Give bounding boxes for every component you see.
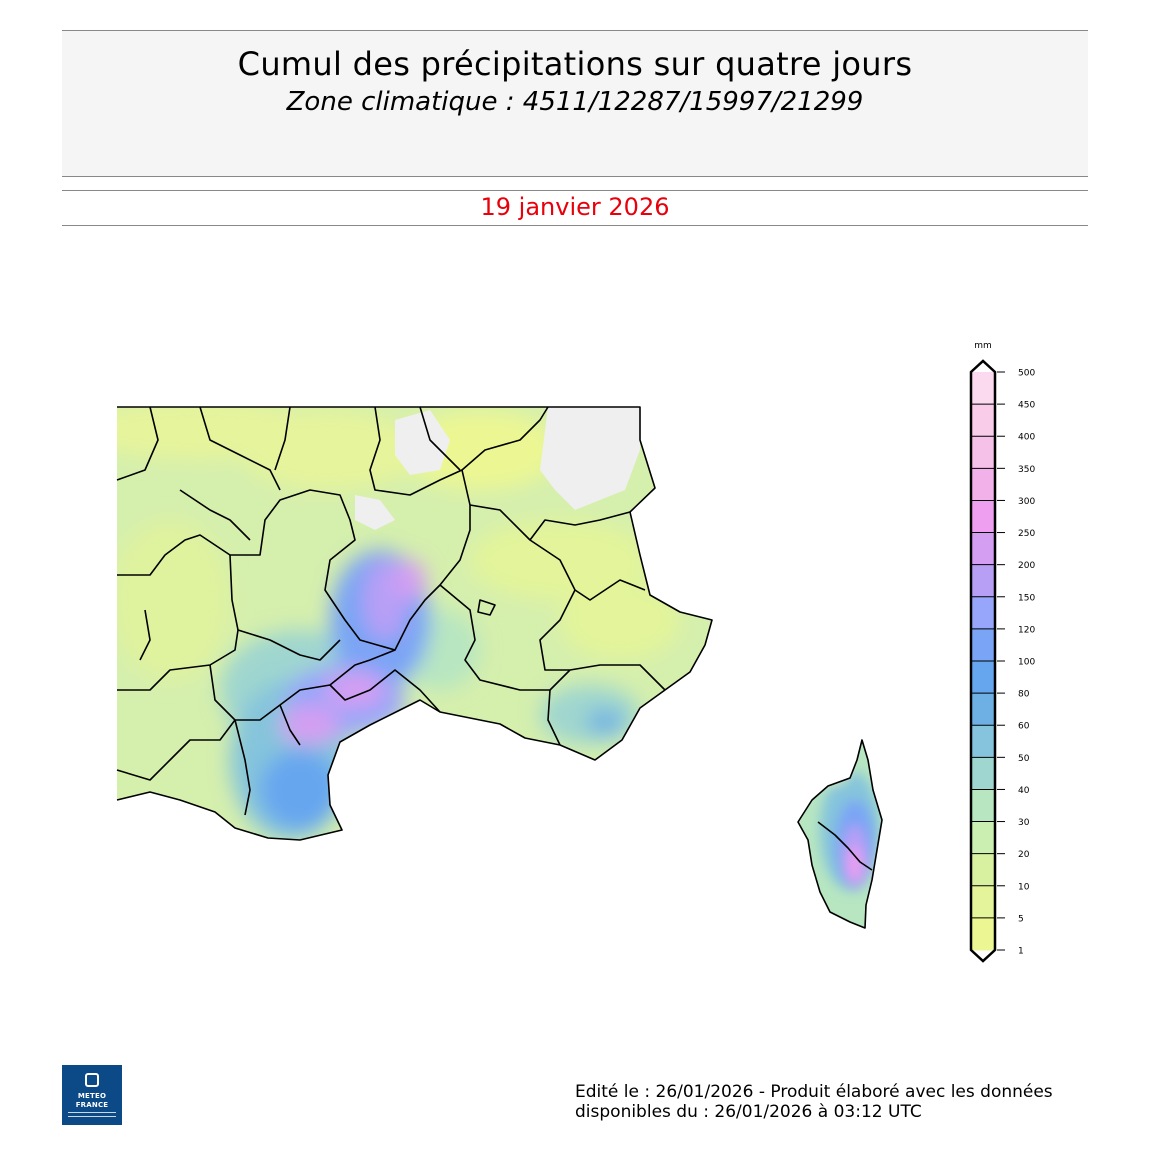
meteo-france-logo: METEO FRANCE (62, 1065, 122, 1125)
legend-band-5 (971, 532, 995, 566)
legend-label-150: 150 (1018, 593, 1035, 603)
edition-footer: Edité le : 26/01/2026 - Produit élaboré … (575, 1082, 1053, 1122)
map-title: Cumul des précipitations sur quatre jour… (237, 45, 913, 83)
legend-labels: 5004504003503002502001501201008060504030… (997, 369, 1035, 957)
legend-label-450: 450 (1018, 401, 1035, 411)
legend-label-350: 350 (1018, 465, 1035, 475)
legend-label-1: 1 (1018, 947, 1024, 957)
legend-label-250: 250 (1018, 529, 1035, 539)
legend-band-9 (971, 661, 995, 694)
corsica-borders (797, 739, 883, 929)
legend-band-0 (971, 372, 995, 405)
legend-outline (969, 359, 997, 963)
date-panel: 19 janvier 2026 (62, 190, 1088, 226)
logo-tagline-lines (68, 1112, 116, 1117)
logo-text-line1: METEO (77, 1092, 107, 1100)
footer-line-2: disponibles du : 26/01/2026 à 03:12 UTC (575, 1102, 922, 1122)
map-date: 19 janvier 2026 (480, 193, 670, 221)
legend-label-500: 500 (1018, 369, 1035, 379)
header-panel: Cumul des précipitations sur quatre jour… (62, 30, 1088, 177)
legend-unit: mm (974, 341, 992, 351)
legend-band-14 (971, 821, 995, 855)
legend-band-10 (971, 693, 995, 726)
legend-color-bands (971, 372, 995, 951)
legend-band-4 (971, 500, 995, 534)
legend-label-10: 10 (1018, 882, 1030, 892)
legend-label-30: 30 (1018, 818, 1030, 828)
legend-band-6 (971, 564, 995, 598)
legend-label-5: 5 (1018, 914, 1024, 924)
legend-label-300: 300 (1018, 497, 1035, 507)
legend-label-120: 120 (1018, 625, 1035, 635)
legend-band-11 (971, 725, 995, 758)
legend-label-20: 20 (1018, 850, 1030, 860)
legend-label-40: 40 (1018, 786, 1030, 796)
legend-band-1 (971, 404, 995, 437)
legend-band-13 (971, 789, 995, 823)
legend-label-60: 60 (1018, 722, 1030, 732)
legend-label-50: 50 (1018, 754, 1030, 764)
legend-band-3 (971, 468, 995, 501)
legend-band-17 (971, 917, 995, 951)
logo-text-line2: FRANCE (75, 1101, 109, 1109)
legend-band-2 (971, 436, 995, 469)
legend-label-200: 200 (1018, 561, 1035, 571)
footer-line-1: Edité le : 26/01/2026 - Produit élaboré … (575, 1082, 1053, 1102)
legend-label-100: 100 (1018, 658, 1035, 668)
legend-band-15 (971, 853, 995, 887)
legend-band-12 (971, 757, 995, 790)
legend-label-400: 400 (1018, 433, 1035, 443)
department-borders (116, 406, 713, 841)
legend-label-80: 80 (1018, 690, 1030, 700)
legend-band-7 (971, 596, 995, 630)
map-subtitle: Zone climatique : 4511/12287/15997/21299 (286, 87, 864, 117)
logo-mark-icon (85, 1073, 99, 1087)
legend-band-16 (971, 885, 995, 919)
legend-band-8 (971, 628, 995, 662)
